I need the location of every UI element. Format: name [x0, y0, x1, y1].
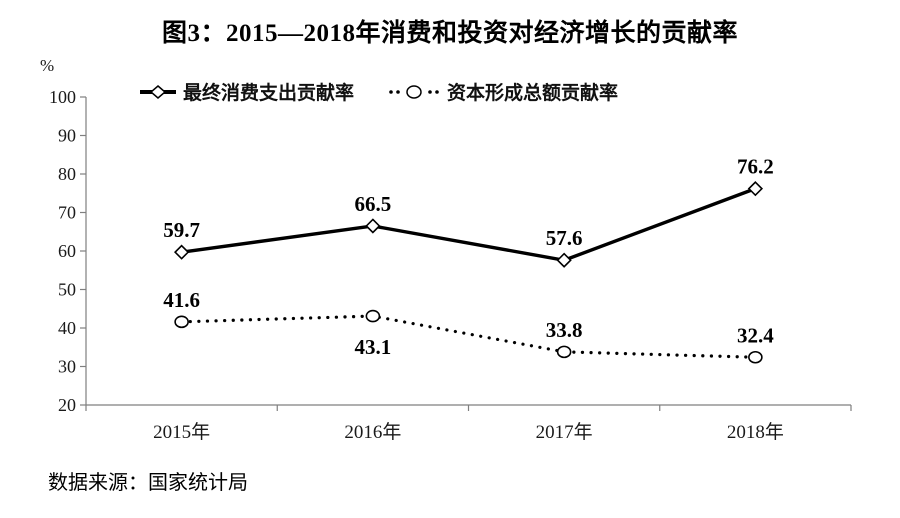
circle-marker	[174, 315, 189, 329]
x-category-label: 2018年	[727, 421, 784, 443]
legend-label-capital: 资本形成总额贡献率	[447, 83, 619, 104]
y-axis-tick-label: 80	[58, 164, 76, 184]
data-point-value-label: 59.7	[163, 218, 200, 242]
capital-series-line	[180, 314, 757, 359]
y-axis-tick-label: 70	[58, 203, 76, 223]
dotted-line-circle-icon	[389, 84, 439, 99]
legend-label-consumption: 最终消费支出贡献率	[183, 83, 355, 104]
consumption-series-line	[181, 187, 756, 262]
solid-line-diamond-icon	[140, 84, 176, 99]
y-axis-unit-label: %	[40, 56, 55, 75]
circle-marker	[556, 345, 572, 359]
y-axis-tick-label: 90	[58, 126, 76, 146]
data-point-value-label: 33.8	[546, 318, 583, 342]
diamond-marker	[365, 218, 381, 234]
data-point-value-label: 43.1	[355, 335, 392, 359]
circle-marker	[748, 350, 763, 364]
data-point-value-label: 76.2	[737, 155, 774, 179]
data-point-value-label: 41.6	[163, 288, 200, 312]
data-source: 数据来源：国家统计局	[48, 472, 248, 494]
y-axis-tick-label: 100	[49, 87, 76, 107]
chart-title: 图3：2015—2018年消费和投资对经济增长的贡献率	[161, 20, 738, 47]
data-point-value-label: 66.5	[355, 192, 392, 216]
y-axis-tick-label: 30	[58, 357, 76, 377]
legend-item-capital: 资本形成总额贡献率	[388, 78, 618, 105]
diamond-marker	[747, 180, 764, 197]
legend-item-consumption: 最终消费支出贡献率	[140, 78, 354, 105]
circle-marker	[365, 309, 381, 323]
y-axis-tick-label: 20	[58, 395, 76, 415]
diamond-marker	[556, 252, 572, 268]
y-axis-tick-label: 50	[58, 280, 76, 300]
diamond-marker	[173, 244, 190, 260]
chart-legend: 最终消费支出贡献率 资本形成总额贡献率	[140, 78, 618, 105]
data-point-value-label: 32.4	[737, 323, 774, 347]
y-axis-tick-label: 40	[58, 318, 76, 338]
x-category-label: 2017年	[536, 421, 593, 443]
x-category-label: 2015年	[153, 421, 210, 443]
data-point-value-label: 57.6	[546, 226, 583, 250]
y-axis-tick-label: 60	[58, 241, 76, 261]
x-category-label: 2016年	[344, 421, 401, 443]
